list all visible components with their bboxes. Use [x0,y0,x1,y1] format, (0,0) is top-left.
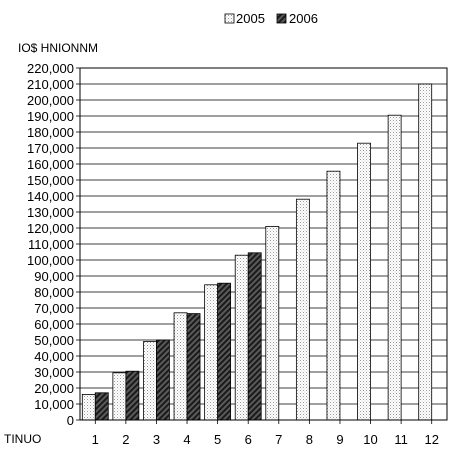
bar-2005-9 [326,170,341,421]
y-tick-label: 100,000 [27,253,74,268]
plot-area-frame [79,67,448,421]
legend-label-2005: 2005 [236,11,265,26]
x-tick-label: 9 [336,432,343,447]
y-tick-label: 30,000 [34,365,74,380]
bar-2006-3 [156,339,170,421]
y-tick-label: 110,000 [28,237,74,252]
y-tick-label: 50,000 [34,333,74,348]
y-tick-label: 140,000 [27,189,74,204]
y-tick-label: 150,000 [27,173,74,188]
y-tick-label: 210,000 [27,77,74,92]
bar-2005-1 [81,393,96,421]
y-axis-title: IO$ HNIONNM [18,41,98,55]
legend-swatch-2005 [224,13,235,24]
y-tick-label: 80,000 [34,285,74,300]
bars [81,83,433,421]
y-tick-label: 200,000 [27,93,74,108]
x-tick-label: 12 [424,432,438,447]
bar-2005-4 [173,312,188,421]
bar-2006-4 [186,313,201,421]
bar-2006-6 [247,252,262,421]
legend-label-2006: 2006 [289,11,318,26]
y-tick-label: 90,000 [34,269,74,284]
x-tick-label: 1 [92,432,99,447]
bar-2005-11 [387,114,402,421]
y-tick-label: 120,000 [27,221,74,236]
y-tick-label: 10,000 [34,397,74,412]
x-tick-label: 11 [394,432,408,447]
bar-2006-2 [125,370,140,421]
y-tick-label: 60,000 [34,317,74,332]
x-tick-label: 7 [275,432,282,447]
x-axis-title: TINUO [4,432,41,446]
legend-swatch-2006 [276,13,287,24]
x-tick-label: 5 [214,432,221,447]
bar-2006-1 [94,392,109,421]
bar-2005-7 [265,225,280,421]
x-tick-label: 8 [306,432,313,447]
y-tick-label: 170,000 [27,141,74,156]
x-axis-ticks: 1 2 3 4 5 6 7 8 9 10 11 12 [92,420,439,447]
y-tick-label: 130,000 [27,205,74,220]
bar-2005-10 [357,142,371,421]
y-tick-label: 180,000 [27,125,74,140]
y-tick-label: 160,000 [27,157,74,172]
y-tick-label: 190,000 [27,109,74,124]
x-tick-label: 10 [363,432,377,447]
bar-2005-3 [143,341,157,421]
bar-2005-2 [112,372,127,421]
bar-2006-5 [217,282,232,421]
bar-2005-6 [234,254,249,421]
x-tick-label: 3 [153,432,160,447]
legend: 2005 2006 [224,11,318,26]
y-tick-label: 20,000 [34,381,74,396]
x-tick-label: 4 [183,432,190,447]
bar-2005-5 [204,284,219,421]
y-tick-label: 0 [67,413,74,428]
y-axis-ticks: 010,00020,00030,00040,00050,00060,00070,… [27,61,80,428]
y-tick-label: 40,000 [34,349,74,364]
x-tick-label: 6 [245,432,252,447]
bar-2005-8 [295,198,310,421]
y-tick-label: 70,000 [34,301,74,316]
y-tick-label: 220,000 [27,61,74,76]
bar-2005-12 [418,83,433,421]
x-tick-label: 2 [122,432,129,447]
